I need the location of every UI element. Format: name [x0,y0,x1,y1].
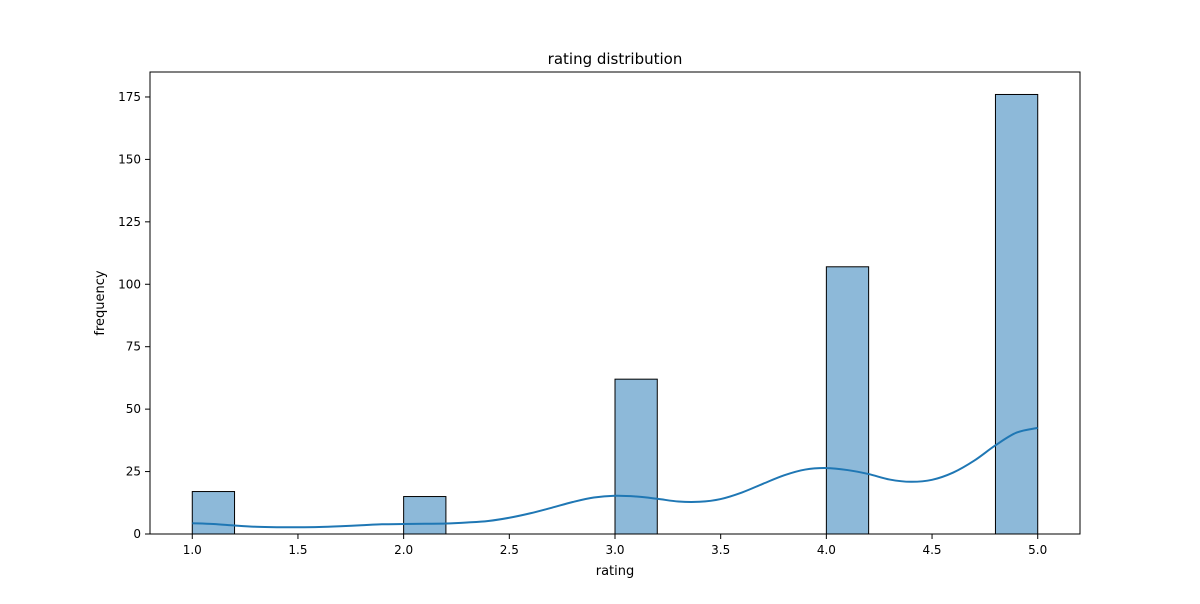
x-tick-label: 4.0 [817,543,836,557]
x-tick-label: 1.5 [288,543,307,557]
chart-title: rating distribution [548,50,683,68]
x-tick-label: 4.5 [922,543,941,557]
x-tick-label: 2.5 [500,543,519,557]
x-tick-label: 1.0 [183,543,202,557]
kde-line [192,426,1038,529]
x-axis-label: rating [596,564,635,579]
x-tick-label: 2.0 [394,543,413,557]
x-tick-label: 5.0 [1028,543,1047,557]
y-axis-ticks: 0 25 50 75 100 125 150 175 [118,90,150,541]
x-tick-label: 3.0 [605,543,624,557]
histogram-bar-1 [191,491,236,535]
y-tick-label: 100 [118,277,141,291]
y-tick-label: 75 [126,340,141,354]
y-tick-label: 175 [118,90,141,104]
y-tick-label: 150 [118,152,141,166]
histogram-bar-5 [994,93,1039,535]
kde-layer [192,426,1038,529]
x-tick-label: 3.5 [711,543,730,557]
histogram-bar-2 [403,496,447,535]
histogram-bar-4 [825,266,870,535]
y-tick-label: 25 [126,465,141,479]
y-axis-label: frequency [93,270,108,336]
x-axis-ticks: 1.0 1.5 2.0 2.5 3.0 3.5 4.0 4.5 5.0 [183,534,1047,557]
y-tick-label: 50 [126,402,141,416]
y-tick-label: 0 [133,527,141,541]
bars-layer [191,93,1039,535]
y-tick-label: 125 [118,215,141,229]
histogram-bar-3 [614,378,658,535]
